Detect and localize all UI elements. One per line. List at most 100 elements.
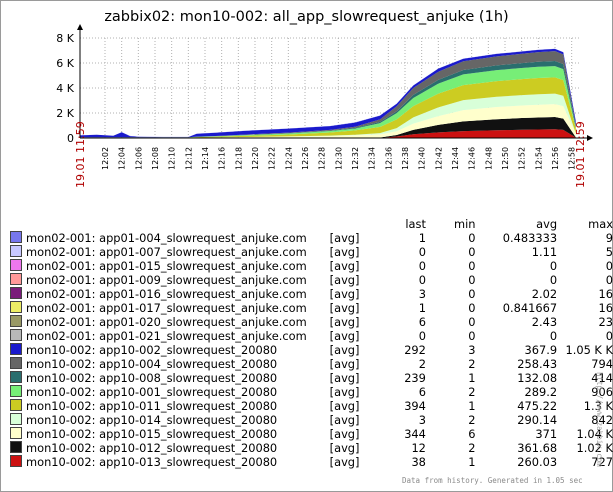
x-axis-arrow [587,135,593,141]
series-area [80,77,576,138]
legend-swatch [10,259,22,271]
legend-row: mon10-002: app10-013_slowrequest_20080 [a… [10,455,613,469]
x-tick-label: 12:52 [518,147,527,170]
legend-row: mon10-002: app10-012_slowrequest_20080 [a… [10,441,613,455]
x-tick-label: 12:24 [284,147,293,170]
legend-avg: 0 [549,259,558,273]
legend-min: 0 [468,273,476,287]
legend-avg: 258.43 [517,357,558,371]
y-tick-label: 0 [67,132,74,145]
legend-min: 2 [468,357,476,371]
x-tick-label: 12:56 [551,147,560,170]
graph-title: zabbix02: mon10-002: all_app_slowrequest… [104,9,509,25]
legend-max: 16 [598,301,613,315]
legend-last: 0 [418,273,426,287]
legend-avg: 289.2 [524,385,558,399]
legend-swatch [10,455,22,467]
legend-func: [avg] [329,455,360,469]
x-tick-label: 12:08 [151,147,160,170]
legend-max: 1.05 K K [565,343,613,357]
legend-row: mon02-001: app01-021_slowrequest_anjuke.… [10,329,613,343]
x-tick-label: 12:32 [351,147,360,170]
legend-swatch [10,315,22,327]
legend-row: mon02-001: app01-017_slowrequest_anjuke.… [10,301,613,315]
x-tick-label: 12:06 [134,147,143,170]
legend-name: mon10-002: app10-002_slowrequest_20080 [26,343,278,357]
y-tick-label: 6 K [56,57,74,70]
x-tick-label: 12:02 [101,147,110,170]
header-avg: avg [536,217,558,231]
legend-name: mon02-001: app01-015_slowrequest_anjuke.… [26,259,307,273]
y-tick-label: 2 K [56,107,74,120]
legend-min: 0 [468,259,476,273]
legend-min: 2 [468,413,476,427]
legend-avg: 290.14 [517,413,558,427]
legend-name: mon10-002: app10-011_slowrequest_20080 [26,399,278,413]
x-tick-label: 12:46 [468,147,477,170]
legend-min: 0 [468,287,476,301]
x-tick-label: 12:36 [384,147,393,170]
legend-min: 0 [468,329,476,343]
header-min: min [454,217,476,231]
legend-min: 0 [468,315,476,329]
legend-max: 5 [605,245,613,259]
legend-row: mon02-001: app01-004_slowrequest_anjuke.… [10,231,613,245]
x-tick-label: 12:38 [401,147,410,170]
legend-max: 727 [591,455,613,469]
legend-last: 0 [418,329,426,343]
legend-avg: 2.02 [531,287,558,301]
legend-avg: 0.483333 [502,231,558,245]
legend-name: mon10-002: app10-015_slowrequest_20080 [26,427,278,441]
legend-func: [avg] [329,231,360,245]
legend-avg: 2.43 [531,315,558,329]
legend-row: mon02-001: app01-016_slowrequest_anjuke.… [10,287,613,301]
legend-func: [avg] [329,427,360,441]
legend-max: 0 [605,329,613,343]
legend-swatch [10,245,22,257]
legend-max: 794 [591,357,613,371]
legend-func: [avg] [329,287,360,301]
header-last: last [405,217,426,231]
legend-min: 0 [468,301,476,315]
legend-row: mon02-001: app01-007_slowrequest_anjuke.… [10,245,613,259]
footer-note: Data from history. Generated in 1.05 sec [402,476,583,485]
legend-max: 1.02 K [576,441,613,455]
legend-name: mon10-002: app10-004_slowrequest_20080 [26,357,278,371]
x-tick-label: 12:42 [434,147,443,170]
x-tick-label: 12:30 [334,147,343,170]
legend-last: 6 [418,315,426,329]
x-tick-label: 12:50 [501,147,510,170]
x-tick-label: 12:16 [218,147,227,170]
legend-min: 2 [468,385,476,399]
side-watermark: http://www.zabbix.com [595,372,604,467]
legend-min: 1 [468,455,476,469]
legend-table: last min avg max mon02-001: app01-004_sl… [10,217,613,469]
legend-func: [avg] [329,259,360,273]
legend-last: 1 [418,301,426,315]
legend-min: 0 [468,231,476,245]
legend-name: mon02-001: app01-016_slowrequest_anjuke.… [26,287,307,301]
legend-avg: 132.08 [517,371,558,385]
x-tick-label: 12:26 [301,147,310,170]
legend-max: 23 [598,315,613,329]
legend-name: mon10-002: app10-001_slowrequest_20080 [26,385,278,399]
legend-name: mon10-002: app10-013_slowrequest_20080 [26,455,278,469]
legend-func: [avg] [329,371,360,385]
legend-last: 2 [418,357,426,371]
legend-max: 16 [598,287,613,301]
legend-min: 1 [468,399,476,413]
legend-row: mon10-002: app10-014_slowrequest_20080 [a… [10,413,613,427]
series-area [80,66,576,138]
legend-func: [avg] [329,343,360,357]
legend-row: mon10-002: app10-002_slowrequest_20080 [a… [10,343,613,357]
legend-func: [avg] [329,441,360,455]
legend-swatch [10,343,22,355]
legend-name: mon02-001: app01-004_slowrequest_anjuke.… [26,231,307,245]
legend-max: 906 [591,385,613,399]
legend-avg: 260.03 [517,455,558,469]
stacked-area-chart: 0 2 K 4 K 6 K 8 K 12:02 12:04 12:06 12:08 12:10 12… [56,24,593,188]
x-tick-label: 12:40 [418,147,427,170]
legend-min: 1 [468,371,476,385]
legend-swatch [10,287,22,299]
x-tick-label: 12:34 [368,147,377,170]
